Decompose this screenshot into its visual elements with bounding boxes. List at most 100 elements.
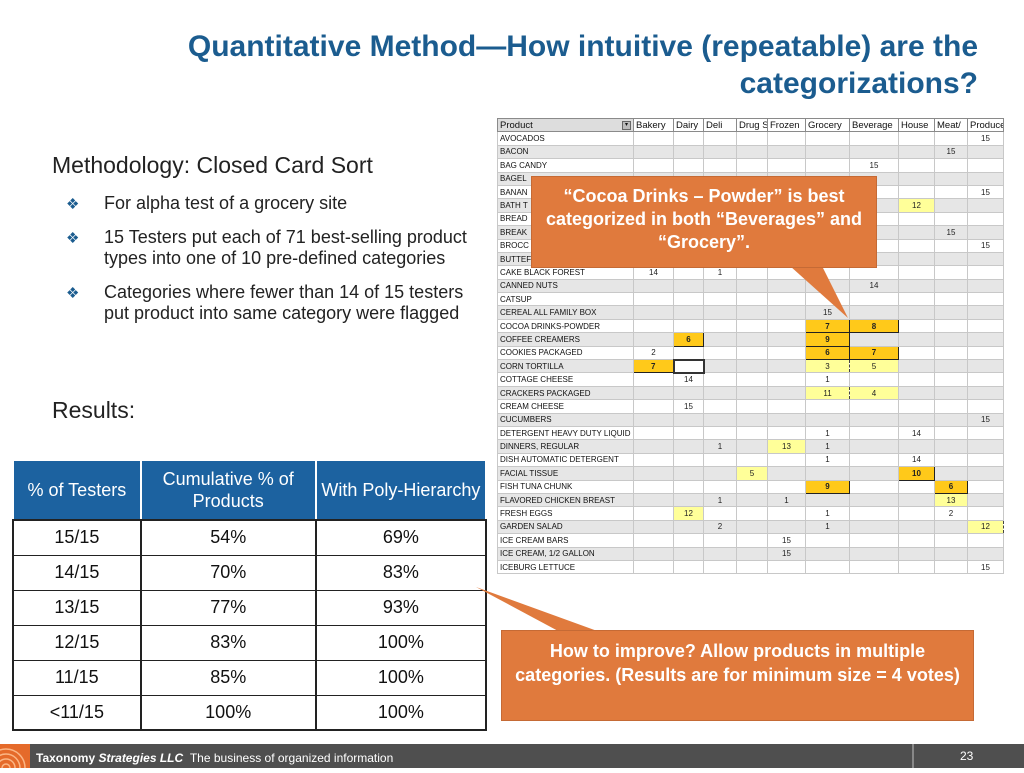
slide-title: Quantitative Method—How intuitive (repea… bbox=[187, 30, 978, 100]
column-header-label: Frozen bbox=[770, 119, 800, 131]
vote-count-cell bbox=[673, 492, 704, 508]
product-name-cell: FLAVORED CHICKEN BREAST bbox=[497, 492, 634, 508]
vote-count-cell bbox=[633, 519, 674, 535]
product-name-cell: CORN TORTILLA bbox=[497, 359, 634, 374]
vote-count-cell bbox=[934, 385, 968, 401]
column-header-label: Meat/ bbox=[937, 119, 961, 131]
vote-count-cell bbox=[703, 385, 737, 401]
category-column-header: House bbox=[898, 117, 935, 133]
vote-count-cell bbox=[967, 466, 1004, 481]
vote-count-cell: 13 bbox=[934, 492, 968, 508]
vote-count-cell bbox=[967, 359, 1004, 374]
column-header-label: Grocery bbox=[808, 119, 842, 131]
vote-count-cell bbox=[967, 492, 1004, 508]
vote-count-cell bbox=[898, 359, 935, 374]
results-cell: 14/15 bbox=[12, 555, 142, 591]
footer-company-a: Taxonomy bbox=[36, 751, 96, 765]
logo-icon bbox=[0, 744, 30, 773]
vote-count-cell bbox=[934, 198, 968, 213]
vote-count-cell: 12 bbox=[673, 506, 704, 521]
product-name-cell: CRACKERS PACKAGED bbox=[497, 385, 634, 401]
results-cell: 85% bbox=[139, 660, 317, 696]
results-row: 11/15 85% 100% bbox=[12, 660, 488, 696]
vote-count-cell bbox=[673, 144, 704, 160]
vote-count-cell bbox=[767, 359, 806, 374]
results-cell: 83% bbox=[139, 625, 317, 661]
results-cell: 83% bbox=[314, 555, 488, 591]
vote-count-cell bbox=[849, 492, 899, 508]
grid-row: COTTAGE CHEESE 14 1 bbox=[497, 372, 1004, 387]
vote-count-cell bbox=[898, 251, 935, 267]
footer-divider bbox=[912, 744, 914, 768]
results-column-header: With Poly-Hierarchy bbox=[314, 459, 488, 521]
product-name-cell: GARDEN SALAD bbox=[497, 519, 634, 535]
grid-row: COFFEE CREAMERS 6 9 bbox=[497, 332, 1004, 347]
vote-count-cell: 10 bbox=[898, 466, 935, 481]
vote-count-cell bbox=[898, 332, 935, 347]
vote-count-cell bbox=[967, 225, 1004, 240]
footer: Taxonomy Strategies LLC The business of … bbox=[0, 744, 1024, 773]
vote-count-cell bbox=[673, 439, 704, 454]
vote-count-cell: 8 bbox=[849, 318, 899, 334]
vote-count-cell: 9 bbox=[805, 332, 850, 347]
vote-count-cell: 13 bbox=[767, 439, 806, 454]
vote-count-cell bbox=[736, 144, 768, 160]
vote-count-cell: 4 bbox=[849, 385, 899, 401]
vote-count-cell: 1 bbox=[805, 439, 850, 454]
vote-count-cell bbox=[703, 412, 737, 427]
category-column-header: Produce bbox=[967, 117, 1004, 133]
vote-count-cell: 15 bbox=[967, 412, 1004, 427]
vote-count-cell bbox=[633, 412, 674, 427]
footer-text: Taxonomy Strategies LLC The business of … bbox=[36, 751, 393, 765]
product-column-header[interactable]: Product ▾ bbox=[497, 117, 634, 133]
vote-count-cell: 14 bbox=[849, 278, 899, 294]
bullet-text: 15 Testers put each of 71 best-selling p… bbox=[104, 227, 467, 268]
vote-count-cell bbox=[898, 225, 935, 240]
vote-count-cell bbox=[703, 144, 737, 160]
results-row: 14/15 70% 83% bbox=[12, 555, 488, 591]
grid-row: ICE CREAM BARS 15 bbox=[497, 533, 1004, 548]
vote-count-cell bbox=[805, 492, 850, 508]
results-cell: 70% bbox=[139, 555, 317, 591]
vote-count-cell bbox=[967, 546, 1004, 561]
vote-count-cell bbox=[703, 305, 737, 320]
results-cell: 100% bbox=[314, 660, 488, 696]
grid-row: FLAVORED CHICKEN BREAST 1 1 13 bbox=[497, 492, 1004, 508]
vote-count-cell bbox=[703, 466, 737, 481]
grid-row: ICEBURG LETTUCE 15 bbox=[497, 559, 1004, 575]
vote-count-cell bbox=[934, 359, 968, 374]
results-body: 15/15 54% 69% 14/15 70% 83% 13/15 77% 93% 12/15 83… bbox=[12, 520, 488, 731]
improve-callout-pointer bbox=[476, 587, 600, 632]
vote-count-cell: 15 bbox=[934, 225, 968, 240]
results-cell: 93% bbox=[314, 590, 488, 626]
results-row: 12/15 83% 100% bbox=[12, 625, 488, 661]
vote-count-cell bbox=[633, 278, 674, 294]
vote-count-cell bbox=[967, 144, 1004, 160]
footer-tagline: The business of organized information bbox=[189, 751, 394, 765]
grid-header-row: Product ▾ Bakery Dairy Deli Drug S Frozen Groce… bbox=[497, 117, 1004, 133]
results-cell: 15/15 bbox=[12, 520, 142, 556]
vote-count-cell bbox=[736, 385, 768, 401]
vote-count-cell: 5 bbox=[849, 359, 899, 374]
bullet-item: ❖ For alpha test of a grocery site bbox=[66, 193, 486, 214]
vote-count-cell bbox=[967, 385, 1004, 401]
results-cell: 11/15 bbox=[12, 660, 142, 696]
grid-row: AVOCADOS 15 bbox=[497, 131, 1004, 146]
product-name-cell: CUCUMBERS bbox=[497, 412, 634, 427]
results-cell: 100% bbox=[314, 695, 488, 731]
vote-count-cell: 15 bbox=[967, 559, 1004, 575]
filter-dropdown-icon[interactable]: ▾ bbox=[622, 121, 631, 130]
footer-company-b: Strategies LLC bbox=[98, 751, 184, 765]
results-table: % of Testers Cumulative % of Products With… bbox=[12, 459, 488, 731]
column-header-label: Drug S bbox=[739, 119, 768, 131]
results-cell: 54% bbox=[139, 520, 317, 556]
vote-count-cell: 1 bbox=[703, 439, 737, 454]
results-cell: 69% bbox=[314, 520, 488, 556]
grid-row: FISH TUNA CHUNK 9 6 bbox=[497, 479, 1004, 494]
vote-count-cell bbox=[934, 305, 968, 320]
grid-row: FRESH EGGS 12 1 2 bbox=[497, 506, 1004, 521]
results-cell: 77% bbox=[139, 590, 317, 626]
results-column-header: % of Testers bbox=[12, 459, 142, 521]
vote-count-cell bbox=[805, 412, 850, 427]
